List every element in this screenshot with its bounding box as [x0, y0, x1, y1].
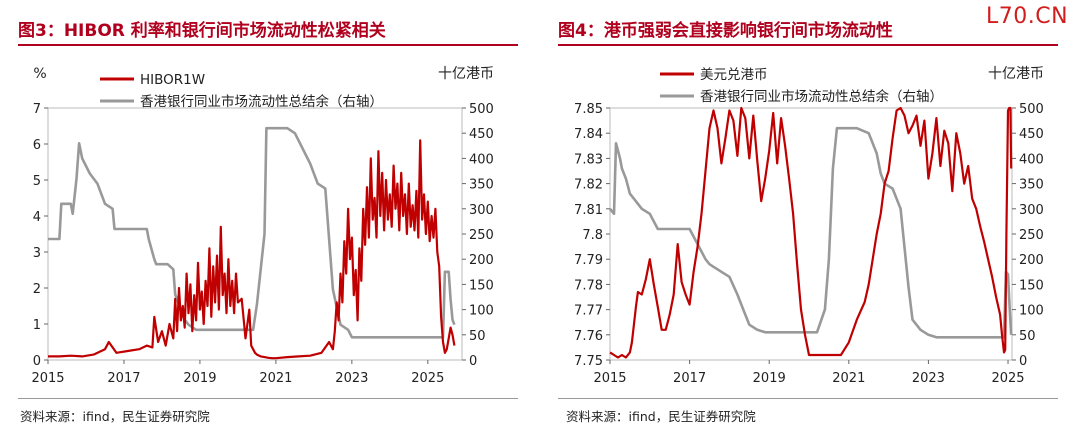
right-tick-label: 0: [1019, 354, 1027, 369]
series-line-1: [608, 126, 1013, 339]
x-tick-label: 2019: [753, 371, 786, 386]
right-tick-label: 350: [1019, 178, 1044, 193]
right-source-note: 资料来源：ifind，民生证券研究院: [566, 409, 756, 424]
right-tick-label: 450: [1019, 127, 1044, 142]
right-tick-label: 50: [1019, 329, 1036, 344]
right-bottom-rule: [558, 398, 1058, 399]
left-chart-title: 图3：HIBOR 利率和银行间市场流动性松紧相关: [18, 21, 386, 41]
legend-label-1: 香港银行同业市场流动性总结余（右轴）: [140, 93, 383, 110]
right-tick-label: 500: [1019, 102, 1044, 117]
right-tick-label: 250: [469, 228, 494, 243]
x-tick-label: 2019: [183, 371, 216, 386]
right-tick-label: 250: [1019, 228, 1044, 243]
x-tick-label: 2025: [411, 371, 444, 386]
series-line-0: [609, 106, 1013, 359]
left-tick-label: 1: [33, 318, 41, 333]
x-tick-label: 2021: [259, 371, 292, 386]
right-axis-unit: 十亿港币: [438, 66, 494, 82]
left-tick-label: 7.77: [574, 304, 603, 319]
left-tick-label: 7.81: [574, 203, 603, 218]
legend-label-1: 香港银行同业市场流动性总结余（右轴）: [700, 88, 943, 105]
left-tick-label: 7.84: [574, 127, 603, 142]
x-tick-label: 2023: [912, 371, 945, 386]
left-tick-label: 2: [33, 282, 41, 297]
right-tick-label: 400: [1019, 152, 1044, 167]
series-line-1: [48, 126, 456, 339]
left-source-note: 资料来源：ifind，民生证券研究院: [20, 409, 210, 424]
left-tick-label: 7: [33, 102, 41, 117]
right-tick-label: 200: [469, 253, 494, 268]
right-tick-label: 200: [1019, 253, 1044, 268]
right-title-rule: [558, 44, 1058, 46]
series-line-0: [48, 139, 456, 360]
left-tick-label: 7.76: [574, 329, 603, 344]
x-tick-label: 2025: [991, 371, 1024, 386]
x-tick-label: 2023: [335, 371, 368, 386]
right-tick-label: 400: [469, 152, 494, 167]
x-tick-label: 2017: [673, 371, 706, 386]
hibor-liquidity-chart: 0 1 2 3 4 5 6 7 0 50 100 150 200 250 300 350 400 450 500 20…: [31, 66, 494, 386]
left-tick-label: 7.78: [574, 278, 603, 293]
watermark-logo: L70.CN: [986, 4, 1069, 29]
right-tick-label: 300: [1019, 203, 1044, 218]
right-axis-unit: 十亿港币: [988, 66, 1044, 82]
plot-frame: [609, 107, 1013, 361]
right-tick-label: 100: [1019, 304, 1044, 319]
right-tick-label: 50: [469, 329, 486, 344]
x-tick-label: 2017: [107, 371, 140, 386]
left-tick-label: 6: [33, 138, 41, 153]
left-tick-label: 7.75: [574, 354, 603, 369]
left-tick-label: 7.79: [574, 253, 603, 268]
right-tick-label: 150: [469, 278, 494, 293]
right-chart-title: 图4：港币强弱会直接影响银行间市场流动性: [558, 21, 893, 41]
left-tick-label: 5: [33, 174, 41, 189]
right-tick-label: 0: [469, 354, 477, 369]
x-tick-label: 2015: [593, 371, 626, 386]
left-tick-label: 7.8: [582, 228, 603, 243]
left-tick-label: 7.83: [574, 152, 603, 167]
left-title-rule: [18, 44, 518, 46]
legend-label-0: HIBOR1W: [140, 72, 205, 88]
right-tick-label: 150: [1019, 278, 1044, 293]
left-tick-label: 7.85: [574, 102, 603, 117]
x-tick-label: 2021: [832, 371, 865, 386]
x-tick-label: 2015: [31, 371, 64, 386]
left-tick-label: 7.82: [574, 178, 603, 193]
right-tick-label: 500: [469, 102, 494, 117]
right-tick-label: 450: [469, 127, 494, 142]
left-bottom-rule: [18, 398, 518, 399]
right-tick-label: 100: [469, 304, 494, 319]
left-tick-label: 3: [33, 246, 41, 261]
legend-label-0: 美元兑港币: [700, 67, 768, 83]
right-tick-label: 350: [469, 178, 494, 193]
left-tick-label: 4: [33, 210, 41, 225]
left-tick-label: 0: [33, 354, 41, 369]
right-tick-label: 300: [469, 203, 494, 218]
left-axis-unit: %: [33, 66, 46, 82]
hkd-liquidity-chart: 7.75 7.76 7.77 7.78 7.79 7.8 7.81 7.82 7.83 7.84 7…: [574, 66, 1044, 386]
